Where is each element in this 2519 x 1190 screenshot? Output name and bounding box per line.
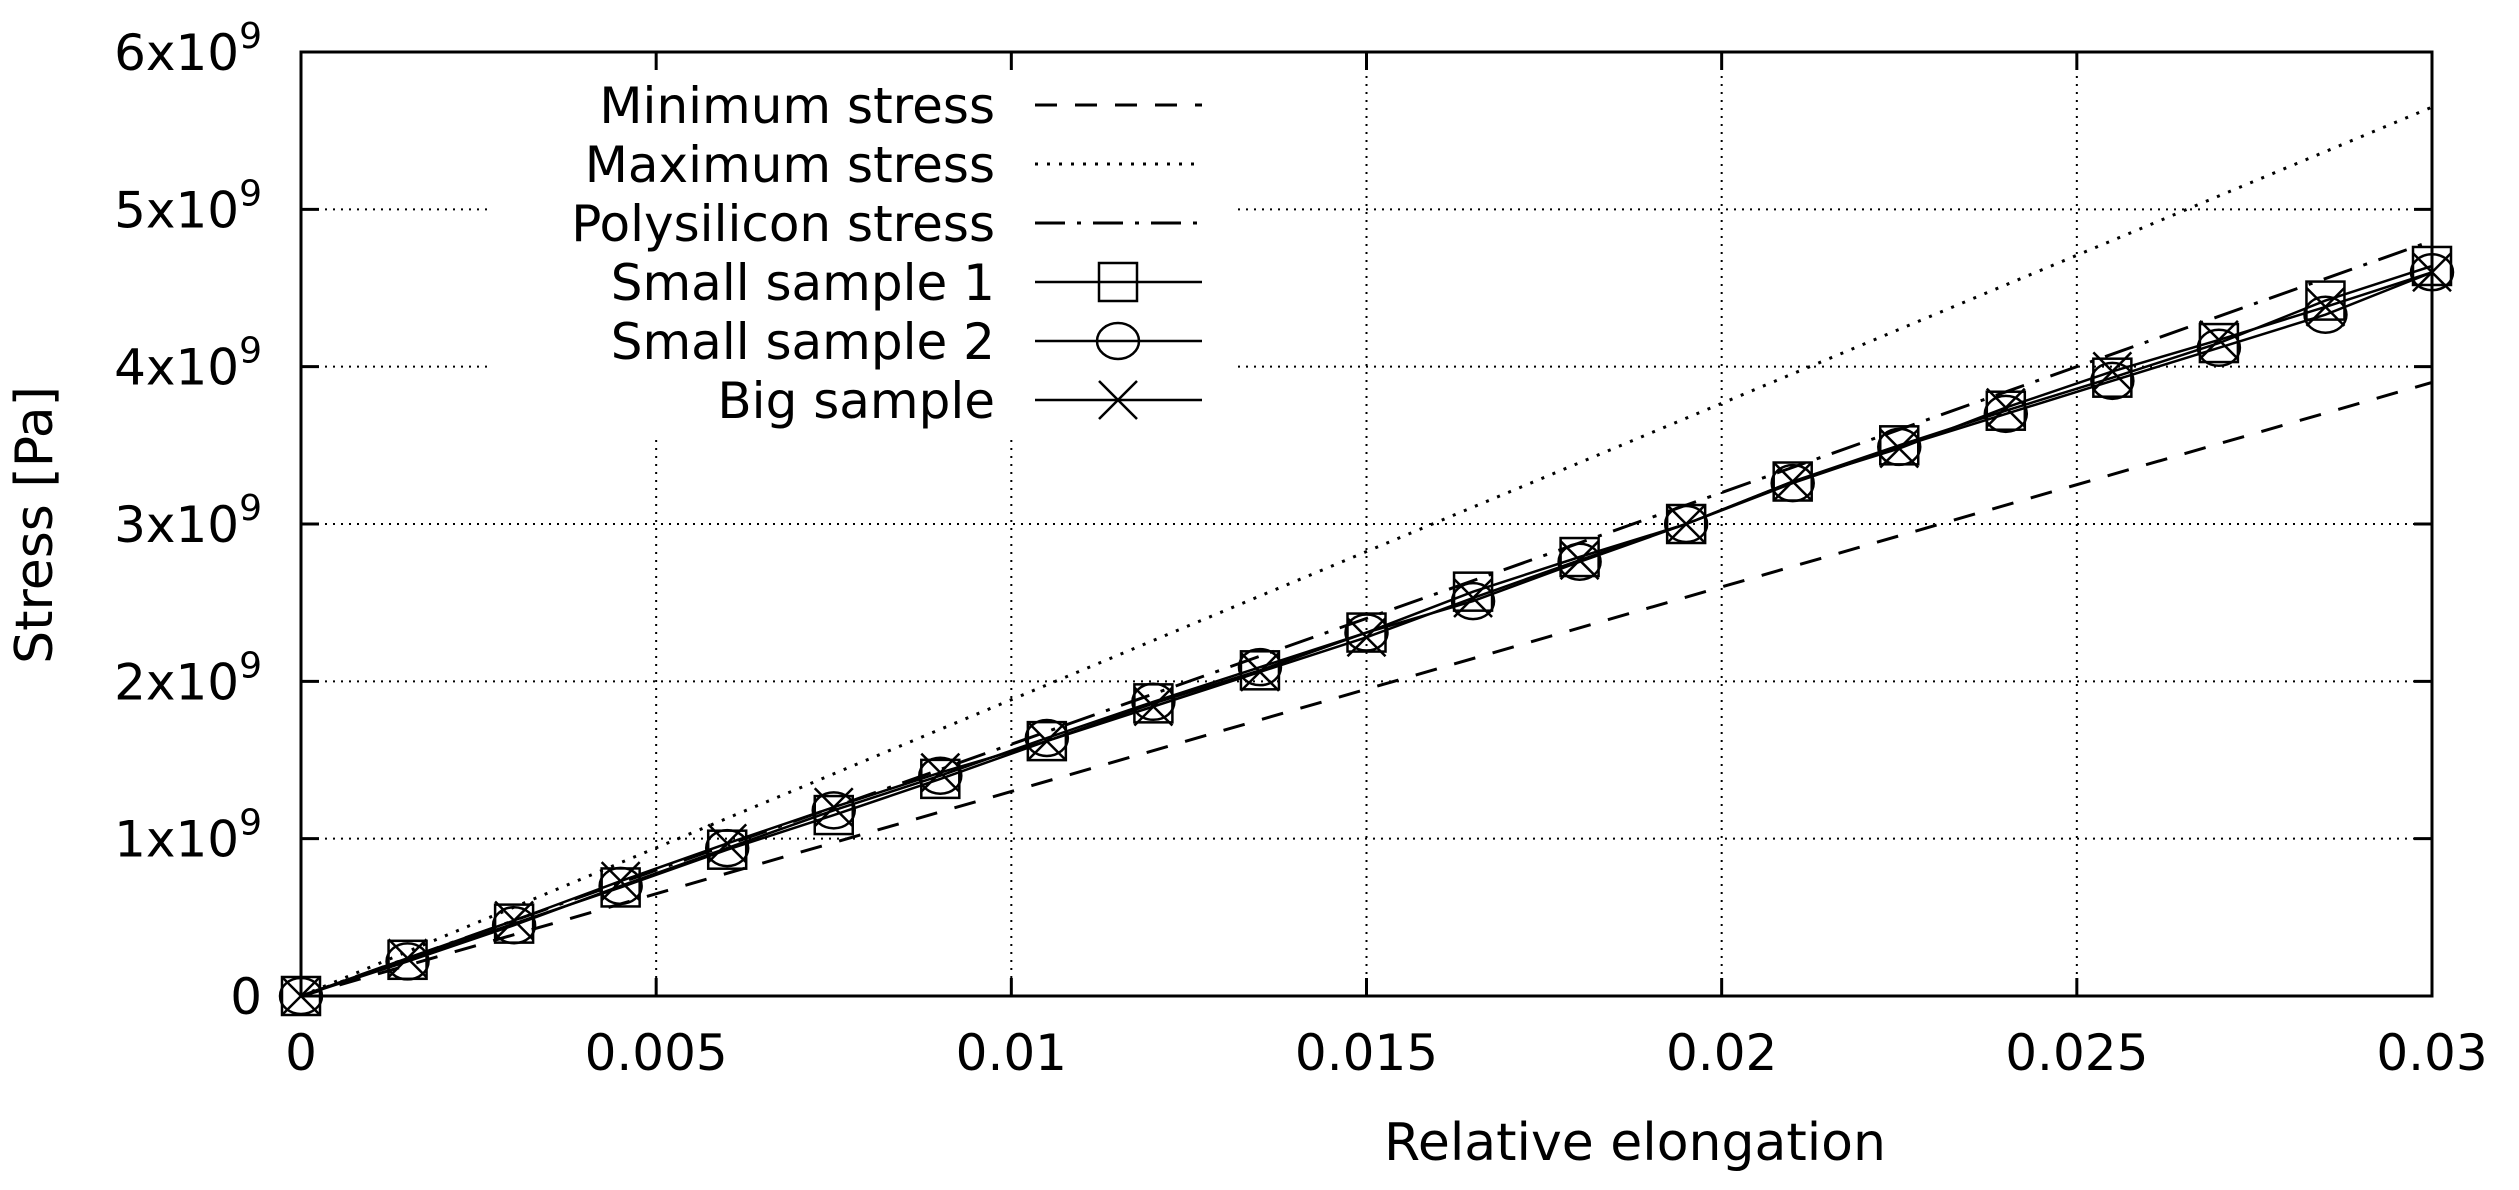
square-marker (1097, 261, 1139, 303)
x-marker (387, 938, 428, 979)
x-marker (1772, 461, 1813, 502)
series-minimum-stress (300, 380, 2433, 998)
x-marker (1346, 617, 1387, 658)
circle-marker (2196, 328, 2242, 368)
legend-background (490, 62, 1238, 440)
x-marker (1453, 578, 1493, 618)
x-marker (600, 861, 641, 902)
circle-marker (598, 866, 643, 906)
legend-label: Small sample 1 (611, 254, 995, 312)
circle-marker (704, 828, 750, 868)
y-tick-label: 4x109 (114, 331, 262, 397)
legend-label: Minimum stress (599, 77, 995, 135)
x-marker (813, 787, 854, 828)
grid-lines (301, 52, 2432, 996)
circle-marker (1877, 427, 1922, 467)
series-small-sample-2 (278, 253, 2455, 1016)
x-tick-label: 0 (285, 1024, 317, 1082)
circle-marker (2303, 295, 2348, 334)
square-marker (1239, 650, 1281, 691)
x-marker (2092, 351, 2133, 392)
square-marker (1026, 720, 1068, 762)
circle-marker (1095, 321, 1141, 361)
x-marker (494, 900, 534, 941)
x-marker (1559, 540, 1600, 581)
x-marker (1098, 380, 1138, 420)
x-marker (2199, 320, 2239, 360)
square-marker (1559, 536, 1600, 578)
y-tick-label: 2x109 (114, 645, 262, 711)
y-tick-label: 0 (230, 968, 262, 1026)
series-big-sample (281, 252, 2452, 1016)
x-marker (1666, 504, 1707, 544)
circle-marker (1131, 682, 1176, 722)
circle-marker (1557, 542, 1602, 582)
y-tick-label: 5x109 (114, 173, 262, 239)
x-tick-label: 0.03 (2376, 1024, 2487, 1082)
x-marker (1879, 428, 1920, 469)
x-marker (1985, 387, 2026, 428)
series-line (300, 271, 2433, 998)
legend-label: Maximum stress (585, 136, 995, 194)
x-marker (1240, 652, 1280, 692)
series-maximum-stress (300, 105, 2433, 998)
y-axis-label: Stress [Pa] (5, 386, 65, 664)
circle-marker (385, 942, 430, 981)
circle-marker (1770, 463, 1815, 503)
x-marker (2305, 286, 2346, 327)
legend-label: Polysilicon stress (571, 195, 995, 253)
y-tick-label: 3x109 (114, 488, 262, 554)
x-tick-label: 0.01 (956, 1024, 1067, 1082)
axis-ticks: 0 0.005 0.01 0.015 0.02 0.025 0.03 0 1x109 2x109 3… (114, 16, 2488, 1082)
circle-marker (1024, 718, 1070, 758)
circle-marker (1983, 394, 2029, 434)
series-polysilicon-stress (300, 239, 2433, 998)
circle-marker (918, 756, 963, 795)
square-marker (1985, 390, 2027, 431)
y-tick-label: 1x109 (114, 803, 262, 869)
circle-marker (811, 791, 856, 830)
x-marker (1133, 686, 1174, 727)
x-tick-label: 0.005 (585, 1024, 728, 1082)
circle-marker (2090, 361, 2135, 401)
circle-marker (1450, 581, 1496, 621)
circle-marker (1344, 613, 1389, 652)
legend-label: Big sample (717, 372, 995, 430)
x-tick-label: 0.025 (2005, 1024, 2148, 1082)
circle-marker (1663, 504, 1709, 544)
x-axis-label: Relative elongation (1384, 1113, 1886, 1173)
series-line (300, 239, 2433, 998)
series-line (300, 105, 2433, 998)
circle-marker (491, 905, 537, 945)
circle-marker (1237, 647, 1283, 687)
x-marker (920, 752, 961, 793)
y-tick-label: 6x109 (114, 16, 262, 82)
data-series (278, 105, 2455, 1017)
square-marker (813, 794, 854, 836)
x-marker (1026, 721, 1067, 762)
x-tick-label: 0.015 (1295, 1024, 1438, 1082)
x-tick-label: 0.02 (1666, 1024, 1777, 1082)
series-line (300, 380, 2433, 998)
legend-label: Small sample 2 (611, 313, 995, 371)
x-marker (707, 823, 748, 864)
